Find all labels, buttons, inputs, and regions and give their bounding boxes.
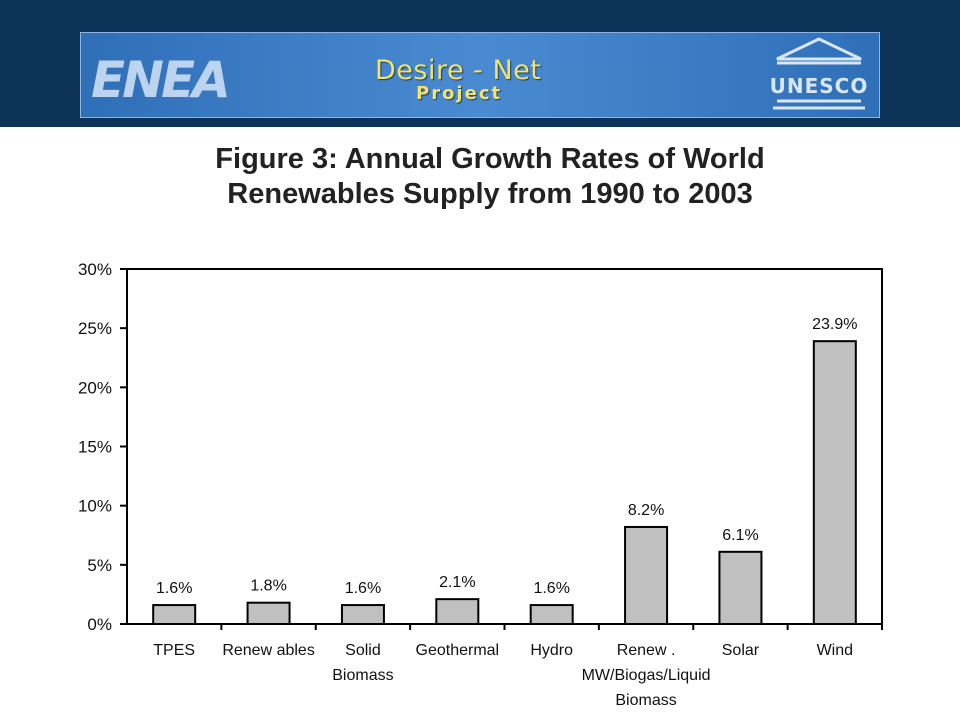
unesco-logo: UNESCO [771,37,867,110]
data-label: 1.6% [345,580,381,597]
bar [340,604,385,625]
bars: 1.6% 1.8% 1.6% 2.1% 1.6% 8.2% 6.1% 23.9% [152,316,858,626]
chart-title: Figure 3: Annual Growth Rates of World R… [100,142,880,212]
enea-logo: ENEA [91,51,231,105]
project-banner: ENEA Desire - Net Project UNESCO [80,32,880,118]
svg-text:UNESCO: UNESCO [771,74,867,98]
x-tick-label: Renew ables [222,642,315,659]
x-tick-label: Renew . [617,642,676,659]
y-tick-label: 20% [78,378,112,397]
bar [718,550,763,625]
data-label: 23.9% [812,316,857,333]
plot-border [126,268,883,625]
x-tick-label: MW/Biogas/Liquid [582,667,711,684]
banner-subtitle: Project [416,83,503,104]
x-axis: TPES Renew ables Solid Biomass Geothermal Hyd… [153,624,883,709]
x-tick-label: Wind [817,642,853,659]
y-axis: 0% 5% 10% 15% 20% 25% 30% [78,260,127,634]
plot-frame [126,268,883,625]
bar [435,598,480,626]
y-tick-label: 0% [87,615,112,634]
data-label: 6.1% [722,527,758,544]
y-tick-label: 5% [87,556,112,575]
data-label: 2.1% [439,574,475,591]
bar [529,604,574,625]
chart-title-line-1: Figure 3: Annual Growth Rates of World [215,143,765,175]
data-label: 1.8% [250,578,286,595]
bar [246,601,291,626]
data-label: 1.6% [533,580,569,597]
y-tick-label: 10% [78,497,112,516]
x-tick-label: Solar [722,642,760,659]
chart-title-line-2: Renewables Supply from 1990 to 2003 [227,178,753,210]
svg-text:ENEA: ENEA [91,51,228,105]
x-tick-label: Solid [345,642,381,659]
data-label: 1.6% [156,580,192,597]
bar [812,340,857,625]
data-label: 8.2% [628,502,664,519]
bar [152,604,197,625]
x-tick-label: Hydro [530,642,573,659]
y-tick-label: 25% [78,319,112,338]
banner-title: Desire - Net [375,55,542,86]
y-tick-label: 15% [78,438,112,457]
x-tick-label: Biomass [615,692,676,709]
x-tick-label: TPES [153,642,195,659]
y-tick-label: 30% [78,260,112,279]
x-tick-label: Geothermal [416,642,500,659]
bar [624,525,669,626]
x-tick-label: Biomass [332,667,393,684]
header-bar: ENEA Desire - Net Project UNESCO [0,0,960,127]
